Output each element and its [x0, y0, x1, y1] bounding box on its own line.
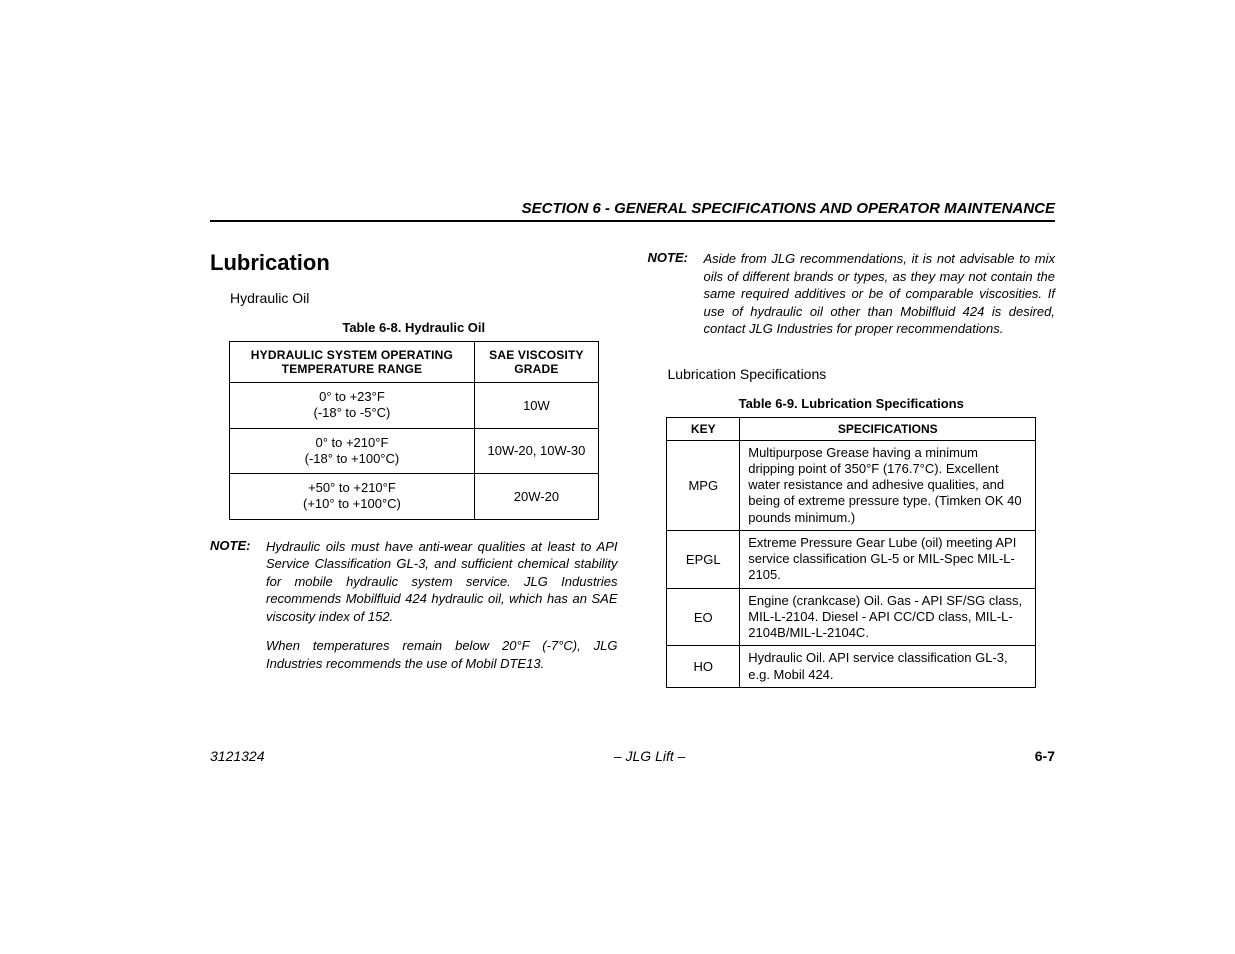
footer-doc-number: 3121324 — [210, 748, 265, 764]
temp-range-c: (+10° to +100°C) — [303, 496, 401, 511]
lubrication-specs-subheading: Lubrication Specifications — [668, 366, 1056, 382]
footer-page-number: 6-7 — [1035, 748, 1055, 764]
note-label: NOTE: — [648, 250, 704, 350]
page: SECTION 6 - GENERAL SPECIFICATIONS AND O… — [0, 0, 1235, 954]
note-block-right: NOTE: Aside from JLG recommendations, it… — [648, 250, 1056, 350]
table-6-8-caption: Table 6-8. Hydraulic Oil — [210, 320, 618, 335]
spec-key: HO — [667, 646, 740, 688]
table-row: 0° to +23°F (-18° to -5°C) 10W — [229, 383, 598, 429]
viscosity-grade: 10W-20, 10W-30 — [475, 428, 599, 474]
temp-range-f: 0° to +23°F — [319, 389, 385, 404]
lubrication-heading: Lubrication — [210, 250, 618, 276]
spec-desc: Multipurpose Grease having a minimum dri… — [740, 440, 1036, 530]
note-body: Hydraulic oils must have anti-wear quali… — [266, 538, 618, 685]
viscosity-grade: 10W — [475, 383, 599, 429]
col-header-specifications: SPECIFICATIONS — [740, 417, 1036, 440]
temp-range-c: (-18° to +100°C) — [305, 451, 400, 466]
note-body: Aside from JLG recommendations, it is no… — [704, 250, 1056, 350]
col-header-viscosity: SAE VISCOSITY GRADE — [475, 342, 599, 383]
temp-range-f: +50° to +210°F — [308, 480, 396, 495]
temp-range-f: 0° to +210°F — [315, 435, 388, 450]
table-row: EO Engine (crankcase) Oil. Gas - API SF/… — [667, 588, 1036, 646]
table-6-9-caption: Table 6-9. Lubrication Specifications — [648, 396, 1056, 411]
table-row: +50° to +210°F (+10° to +100°C) 20W-20 — [229, 474, 598, 520]
two-column-layout: Lubrication Hydraulic Oil Table 6-8. Hyd… — [210, 250, 1055, 700]
section-header: SECTION 6 - GENERAL SPECIFICATIONS AND O… — [210, 200, 1055, 222]
note-block-left: NOTE: Hydraulic oils must have anti-wear… — [210, 538, 618, 685]
viscosity-grade: 20W-20 — [475, 474, 599, 520]
right-column: NOTE: Aside from JLG recommendations, it… — [648, 250, 1056, 700]
left-column: Lubrication Hydraulic Oil Table 6-8. Hyd… — [210, 250, 618, 700]
spec-desc: Engine (crankcase) Oil. Gas - API SF/SG … — [740, 588, 1036, 646]
note-label: NOTE: — [210, 538, 266, 685]
lubrication-specs-table: KEY SPECIFICATIONS MPG Multipurpose Grea… — [666, 417, 1036, 688]
temp-range-c: (-18° to -5°C) — [314, 405, 391, 420]
spec-desc: Extreme Pressure Gear Lube (oil) meeting… — [740, 530, 1036, 588]
table-row: 0° to +210°F (-18° to +100°C) 10W-20, 10… — [229, 428, 598, 474]
page-footer: 3121324 – JLG Lift – 6-7 — [210, 748, 1055, 764]
spec-key: EO — [667, 588, 740, 646]
footer-center: – JLG Lift – — [614, 748, 686, 764]
hydraulic-oil-subheading: Hydraulic Oil — [230, 290, 618, 306]
spec-desc: Hydraulic Oil. API service classificatio… — [740, 646, 1036, 688]
table-row: EPGL Extreme Pressure Gear Lube (oil) me… — [667, 530, 1036, 588]
spec-key: MPG — [667, 440, 740, 530]
table-row: HO Hydraulic Oil. API service classifica… — [667, 646, 1036, 688]
note-paragraph: Aside from JLG recommendations, it is no… — [704, 250, 1056, 338]
hydraulic-oil-table: HYDRAULIC SYSTEM OPERATING TEMPERATURE R… — [229, 341, 599, 520]
col-header-key: KEY — [667, 417, 740, 440]
note-paragraph: When temperatures remain below 20°F (-7°… — [266, 637, 618, 672]
col-header-temp-range: HYDRAULIC SYSTEM OPERATING TEMPERATURE R… — [229, 342, 474, 383]
note-paragraph: Hydraulic oils must have anti-wear quali… — [266, 538, 618, 626]
spec-key: EPGL — [667, 530, 740, 588]
table-row: MPG Multipurpose Grease having a minimum… — [667, 440, 1036, 530]
